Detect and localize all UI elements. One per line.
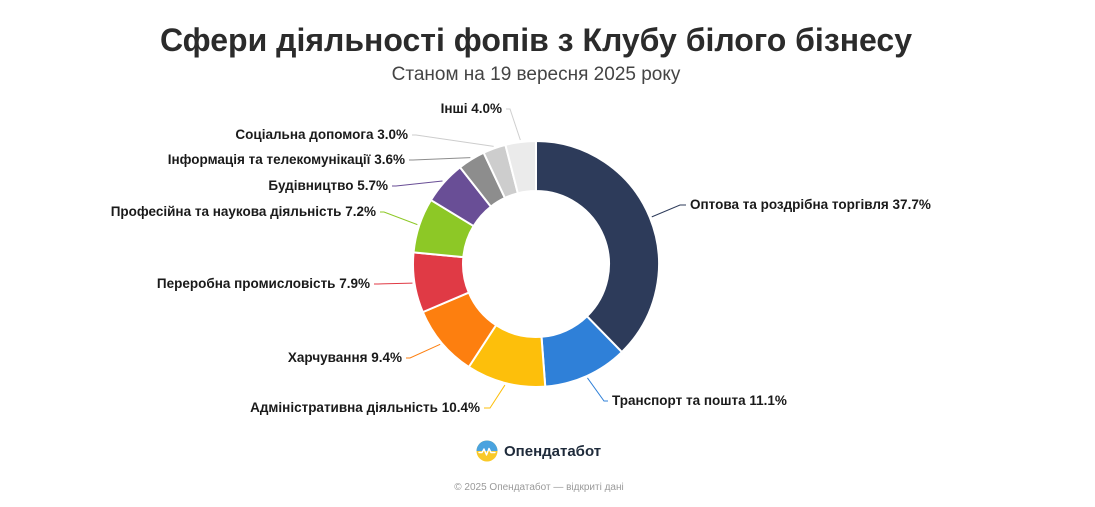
leader-line	[651, 204, 686, 218]
leader-line	[392, 180, 443, 187]
slice-label: Соціальна допомога 3.0%	[235, 127, 408, 142]
leader-line	[406, 343, 441, 359]
donut-slice	[504, 140, 537, 195]
donut-slice	[535, 140, 660, 354]
leader-line	[409, 157, 471, 161]
leader-line	[412, 134, 494, 147]
slice-label: Переробна промисловість 7.9%	[157, 276, 370, 291]
chart-title: Сфери діяльності фопів з Клубу білого бі…	[159, 22, 913, 58]
brand: Опендатабот	[476, 440, 601, 462]
slice-label: Харчування 9.4%	[288, 350, 402, 365]
slice-label: Інші 4.0%	[441, 101, 502, 116]
slice-label: Інформація та телекомунікації 3.6%	[168, 152, 405, 167]
brand-name: Опендатабот	[504, 442, 602, 460]
leader-line	[506, 108, 521, 141]
opendatabot-logo-icon	[476, 440, 498, 462]
leader-line	[374, 282, 413, 285]
slice-label: Транспорт та пошта 11.1%	[612, 393, 787, 408]
leader-line	[380, 211, 418, 226]
slice-label: Адміністративна діяльність 10.4%	[250, 400, 480, 415]
slice-label: Оптова та роздрібна торгівля 37.7%	[690, 197, 931, 212]
footer-copyright: © 2025 Опендатабот — відкриті дані	[454, 482, 624, 493]
leader-line	[484, 384, 506, 409]
chart-subtitle: Станом на 19 вересня 2025 року	[391, 64, 681, 85]
slice-label: Професійна та наукова діяльність 7.2%	[111, 204, 376, 219]
slice-label: Будівництво 5.7%	[268, 178, 388, 193]
leader-line	[587, 377, 608, 402]
